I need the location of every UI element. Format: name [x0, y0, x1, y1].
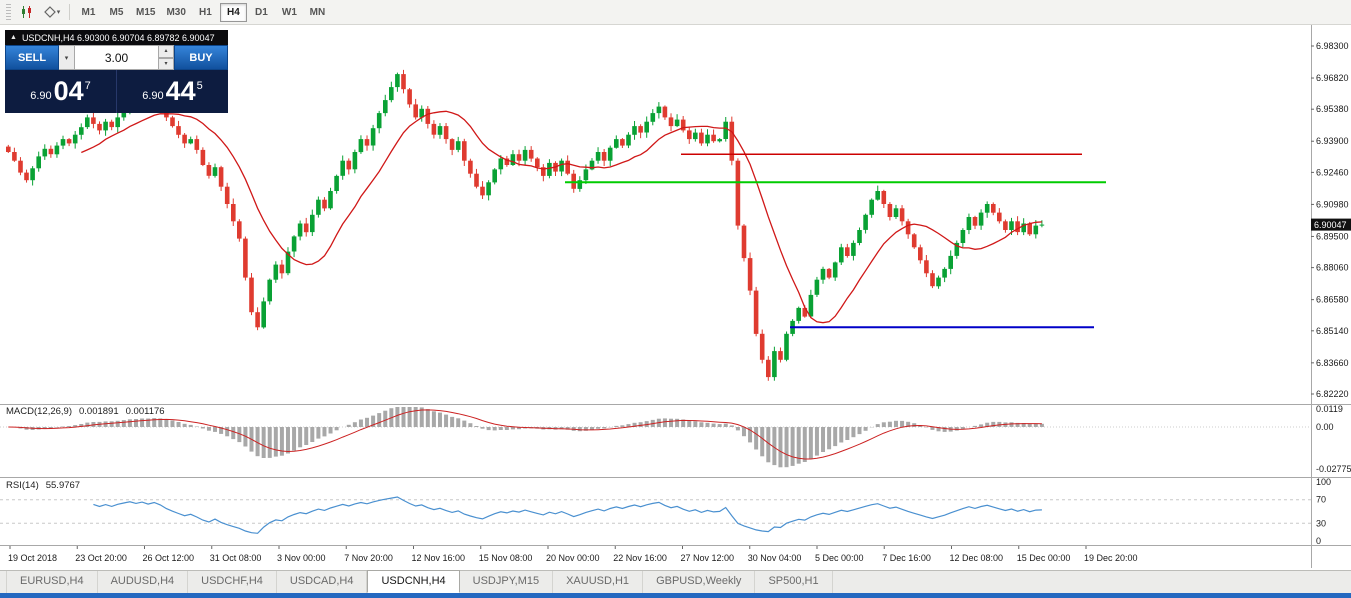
tab-usdjpy-m15[interactable]: USDJPY,M15 — [460, 571, 554, 593]
candlestick-icon — [22, 6, 31, 18]
tab-usdcnh-h4[interactable]: USDCNH,H4 — [367, 570, 460, 593]
svg-text:20 Nov 00:00: 20 Nov 00:00 — [546, 553, 600, 563]
timeframe-h4[interactable]: H4 — [219, 2, 247, 22]
timeframe-m30[interactable]: M30 — [161, 3, 190, 22]
bid-ask-display: 6.90 04 7 6.90 44 5 — [5, 70, 228, 113]
toolbar-separator — [69, 4, 70, 20]
svg-text:31 Oct 08:00: 31 Oct 08:00 — [210, 553, 262, 563]
collapse-arrow-icon[interactable]: ▲ — [10, 34, 17, 41]
svg-text:30: 30 — [1316, 518, 1326, 528]
svg-text:22 Nov 16:00: 22 Nov 16:00 — [613, 553, 667, 563]
svg-text:6.82220: 6.82220 — [1316, 389, 1349, 399]
rsi-value: 55.9767 — [45, 480, 81, 491]
svg-text:6.90980: 6.90980 — [1316, 199, 1349, 209]
ask-pip-digit: 5 — [196, 79, 203, 92]
macd-label: MACD(12,26,9) — [6, 406, 72, 417]
svg-text:70: 70 — [1316, 495, 1326, 505]
volume-steppers: ▴ ▾ — [159, 45, 174, 70]
objects-menu-button[interactable]: ▾ — [40, 3, 64, 22]
svg-text:6.95380: 6.95380 — [1316, 104, 1349, 114]
timeframe-w1[interactable]: W1 — [276, 3, 303, 22]
svg-text:12 Dec 08:00: 12 Dec 08:00 — [950, 553, 1004, 563]
rsi-header: RSI(14) 55.9767 — [6, 480, 80, 491]
svg-text:6.86580: 6.86580 — [1316, 295, 1349, 305]
tab-usdcad-h4[interactable]: USDCAD,H4 — [277, 571, 368, 593]
svg-text:3 Nov 00:00: 3 Nov 00:00 — [277, 553, 326, 563]
status-strip — [0, 593, 1351, 598]
chevron-down-icon: ▾ — [56, 9, 61, 16]
svg-text:7 Dec 16:00: 7 Dec 16:00 — [882, 553, 931, 563]
timeframe-m15[interactable]: M15 — [131, 3, 160, 22]
svg-text:6.89500: 6.89500 — [1316, 231, 1349, 241]
macd-value-main: 0.001891 — [79, 406, 119, 417]
svg-text:100: 100 — [1316, 477, 1331, 487]
price-chart[interactable]: 6.98300 6.96820 6.95380 6.93900 6.92460 6.909… — [0, 25, 1351, 570]
sell-button[interactable]: SELL — [5, 45, 59, 70]
top-toolbar: ▾ M1 M5 M15 M30 H1 H4 D1 W1 MN — [0, 0, 1351, 25]
svg-text:6.93900: 6.93900 — [1316, 136, 1349, 146]
svg-text:6.88060: 6.88060 — [1316, 263, 1349, 273]
timeframe-d1[interactable]: D1 — [248, 3, 275, 22]
timeframe-mn[interactable]: MN — [304, 3, 331, 22]
svg-text:23 Oct 20:00: 23 Oct 20:00 — [75, 553, 127, 563]
svg-text:5 Dec 00:00: 5 Dec 00:00 — [815, 553, 864, 563]
bid-pip-digit: 7 — [84, 79, 91, 92]
timeframe-m1[interactable]: M1 — [75, 3, 102, 22]
chart-type-icon[interactable] — [15, 3, 39, 22]
svg-text:26 Oct 12:00: 26 Oct 12:00 — [143, 553, 195, 563]
one-click-trading-panel: ▲ USDCNH,H4 6.90300 6.90704 6.89782 6.90… — [5, 30, 228, 113]
rsi-label: RSI(14) — [6, 480, 39, 491]
svg-text:15 Dec 00:00: 15 Dec 00:00 — [1017, 553, 1071, 563]
timeframe-m5[interactable]: M5 — [103, 3, 130, 22]
svg-text:0.00: 0.00 — [1316, 422, 1334, 432]
tab-audusd-h4[interactable]: AUDUSD,H4 — [98, 571, 189, 593]
svg-text:19 Oct 2018: 19 Oct 2018 — [8, 553, 57, 563]
svg-text:30 Nov 04:00: 30 Nov 04:00 — [748, 553, 802, 563]
svg-text:12 Nov 16:00: 12 Nov 16:00 — [412, 553, 466, 563]
tab-xauusd-h1[interactable]: XAUUSD,H1 — [553, 571, 644, 593]
ask-price[interactable]: 6.90 44 5 — [116, 70, 228, 113]
svg-text:6.98300: 6.98300 — [1316, 41, 1349, 51]
volume-down-button[interactable]: ▾ — [159, 57, 174, 70]
svg-text:27 Nov 12:00: 27 Nov 12:00 — [681, 553, 735, 563]
timeframe-buttons: M1 M5 M15 M30 H1 H4 D1 W1 MN — [75, 2, 331, 22]
volume-dropdown-button[interactable]: ▾ — [59, 45, 75, 70]
bid-price[interactable]: 6.90 04 7 — [5, 70, 116, 113]
volume-up-button[interactable]: ▴ — [159, 45, 174, 58]
buy-button[interactable]: BUY — [174, 45, 228, 70]
ohlc-text: USDCNH,H4 6.90300 6.90704 6.89782 6.9004… — [21, 32, 215, 43]
bid-prefix: 6.90 — [30, 90, 52, 102]
svg-text:6.90047: 6.90047 — [1314, 220, 1347, 230]
timeframe-h1[interactable]: H1 — [192, 3, 219, 22]
tab-eurusd-h4[interactable]: EURUSD,H4 — [6, 571, 98, 593]
macd-header: MACD(12,26,9) 0.001891 0.001176 — [6, 406, 165, 417]
svg-text:7 Nov 20:00: 7 Nov 20:00 — [344, 553, 393, 563]
svg-text:6.92460: 6.92460 — [1316, 167, 1349, 177]
ask-big-digits: 44 — [165, 76, 196, 106]
volume-input[interactable]: 3.00 — [75, 45, 159, 70]
svg-text:0: 0 — [1316, 536, 1321, 546]
svg-text:6.85140: 6.85140 — [1316, 326, 1349, 336]
svg-text:-0.02775: -0.02775 — [1316, 464, 1351, 474]
tab-usdchf-h4[interactable]: USDCHF,H4 — [188, 571, 277, 593]
tab-gbpusd-weekly[interactable]: GBPUSD,Weekly — [643, 571, 756, 593]
svg-text:6.83660: 6.83660 — [1316, 358, 1349, 368]
toolbar-grip — [6, 4, 11, 20]
shapes-icon — [43, 6, 56, 18]
chart-ohlc-header: ▲ USDCNH,H4 6.90300 6.90704 6.89782 6.90… — [5, 30, 228, 45]
svg-text:6.96820: 6.96820 — [1316, 73, 1349, 83]
tab-sp500-h1[interactable]: SP500,H1 — [755, 571, 833, 593]
svg-text:0.0119: 0.0119 — [1316, 404, 1343, 414]
svg-text:15 Nov 08:00: 15 Nov 08:00 — [479, 553, 533, 563]
trade-controls-row: SELL ▾ 3.00 ▴ ▾ BUY — [5, 45, 228, 70]
svg-text:19 Dec 20:00: 19 Dec 20:00 — [1084, 553, 1138, 563]
ask-prefix: 6.90 — [142, 90, 164, 102]
macd-value-signal: 0.001176 — [125, 406, 165, 417]
symbol-tabs: EURUSD,H4 AUDUSD,H4 USDCHF,H4 USDCAD,H4 USDC… — [0, 570, 1351, 593]
bid-big-digits: 04 — [53, 76, 84, 106]
